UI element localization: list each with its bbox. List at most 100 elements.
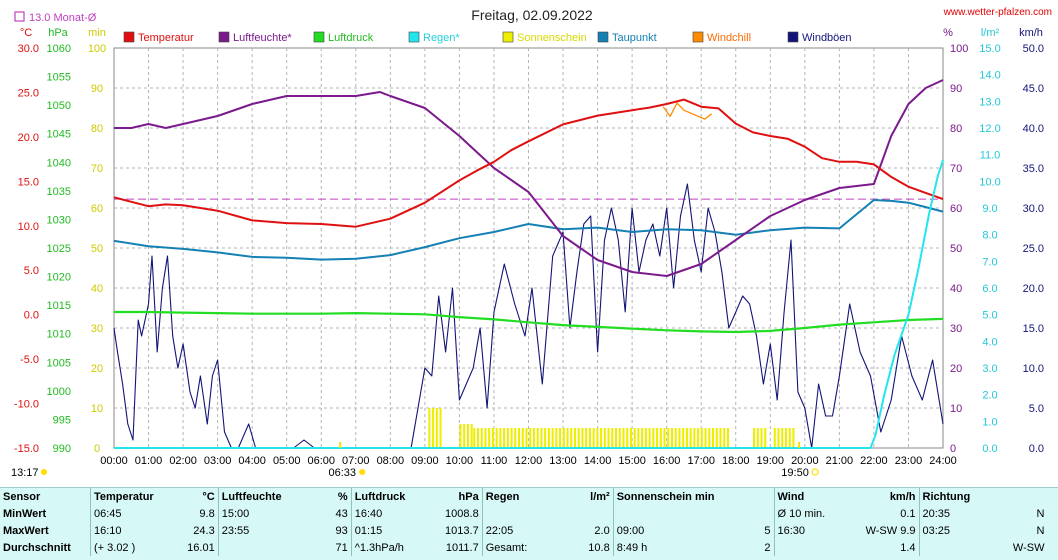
rain-tick-label: 2.0: [982, 390, 997, 402]
temp-tick-label: 20.0: [18, 132, 39, 144]
x-tick-label: 09:00: [411, 455, 439, 467]
legend-swatch: [123, 31, 135, 43]
stats-header: Sonnenschein min: [612, 488, 718, 505]
sunshine-bar: [547, 428, 550, 448]
sunshine-bar: [723, 428, 726, 448]
sunshine-bar: [726, 428, 729, 448]
x-tick-label: 17:00: [687, 455, 715, 467]
x-tick-label: 19:00: [757, 455, 785, 467]
temp-tick-label: 25.0: [18, 87, 39, 99]
sunshine-bar: [435, 408, 438, 448]
sunshine-bar: [652, 428, 655, 448]
legend-swatch: [597, 31, 609, 43]
sunshine-bar: [570, 428, 573, 448]
stats-cell: ^1.3hPa/h: [350, 539, 416, 556]
sunshine-bar: [648, 428, 651, 448]
x-tick-label: 08:00: [377, 455, 405, 467]
stats-value: 24.3: [193, 524, 215, 537]
rain-tick-label: 8.0: [982, 230, 997, 242]
x-tick-label: 23:00: [895, 455, 923, 467]
sunshine-bar: [566, 428, 569, 448]
pressure-tick-label: 1060: [47, 43, 71, 55]
sunshine-bar: [711, 428, 715, 448]
sunshine-bar: [495, 428, 498, 448]
temp-tick-label: -5.0: [20, 354, 39, 366]
sunshine-bar: [792, 428, 795, 448]
rain-axis-unit: l/m²: [981, 27, 1000, 39]
minutes-tick-label: 0: [94, 443, 100, 455]
humidity-tick-label: 10: [950, 403, 962, 415]
legend-swatch: [787, 31, 799, 43]
stats-value: 1013.7: [445, 524, 479, 537]
stats-header-unit: °C: [202, 490, 215, 503]
sunshine-bar: [603, 428, 606, 448]
rain-tick-label: 9.0: [982, 203, 997, 215]
stats-header-unit: [718, 488, 775, 505]
sunshine-bar: [559, 428, 562, 448]
legend-label: Regen*: [423, 32, 460, 44]
legend-label: Luftfeuchte*: [233, 32, 292, 44]
wind-tick-label: 0.0: [1029, 443, 1044, 455]
sunshine-bar: [585, 428, 588, 448]
stats-cell: 22:05: [481, 522, 557, 539]
sunshine-bar: [540, 428, 543, 448]
sunshine-bar: [466, 424, 469, 448]
wind-tick-label: 50.0: [1023, 43, 1044, 55]
sunshine-bar: [663, 428, 666, 448]
sunshine-bar: [656, 428, 659, 448]
day-length-icon: [41, 469, 47, 475]
stats-cell: (+ 3.02 ): [89, 539, 157, 556]
wind-tick-label: 40.0: [1023, 123, 1044, 135]
pressure-tick-label: 1015: [47, 300, 71, 312]
sunshine-bar: [629, 428, 632, 448]
x-tick-label: 21:00: [826, 455, 854, 467]
stats-header: Wind: [773, 488, 855, 505]
stats-cell: 16:10: [89, 522, 157, 539]
sunshine-bar: [719, 428, 722, 448]
sunshine-bar: [689, 428, 692, 448]
humidity-axis-unit: %: [943, 27, 953, 39]
stats-cell: 01:15: [350, 522, 416, 539]
rain-tick-label: 10.0: [979, 176, 1000, 188]
sunshine-bar: [614, 428, 618, 448]
sunshine-bar: [562, 428, 565, 448]
stats-value: 1008.8: [445, 507, 479, 520]
sunshine-bar: [470, 424, 473, 448]
humidity-tick-label: 0: [950, 443, 956, 455]
stats-header-unit: [990, 488, 1048, 505]
x-tick-label: 20:00: [791, 455, 819, 467]
stats-value: W-SW: [1012, 541, 1045, 554]
rain-tick-label: 14.0: [979, 70, 1000, 82]
stats-value: 10.8: [588, 541, 610, 554]
sunshine-bar: [667, 428, 670, 448]
temp-tick-label: -15.0: [14, 443, 39, 455]
stats-value: N: [1036, 524, 1045, 537]
sunshine-bar: [715, 428, 718, 448]
pressure-tick-label: 995: [53, 414, 71, 426]
stats-header: Regen: [481, 488, 557, 505]
x-tick-label: 15:00: [618, 455, 646, 467]
site-link[interactable]: www.wetter-pfalzen.com: [943, 7, 1052, 18]
stats-cell: 03:25: [918, 522, 990, 539]
legend-label: Windböen: [802, 32, 852, 44]
wind-tick-label: 45.0: [1023, 83, 1044, 95]
sunshine-bar: [777, 428, 780, 448]
stats-cell: [918, 539, 990, 556]
rain-tick-label: 15.0: [979, 43, 1000, 55]
sunshine-bar: [510, 428, 513, 448]
x-tick-label: 02:00: [169, 455, 197, 467]
statistics-panel: Sensor Temperatur °C Luftfeuchte% Luftdruck h…: [0, 487, 1058, 560]
rain-tick-label: 11.0: [980, 150, 1001, 162]
sunshine-bar: [633, 428, 636, 448]
pressure-tick-label: 1045: [47, 129, 71, 141]
sunshine-bar: [588, 428, 591, 448]
sunshine-bar: [551, 428, 554, 448]
x-tick-label: 10:00: [446, 455, 474, 467]
sunshine-bar: [581, 428, 584, 448]
stats-row-label: MinWert: [3, 507, 47, 520]
stats-value: 16.01: [187, 541, 215, 554]
sunshine-bar: [670, 428, 674, 448]
sunshine-bar: [459, 424, 462, 448]
sunshine-bar: [573, 428, 577, 448]
stats-cell: Ø 10 min.: [773, 505, 855, 522]
